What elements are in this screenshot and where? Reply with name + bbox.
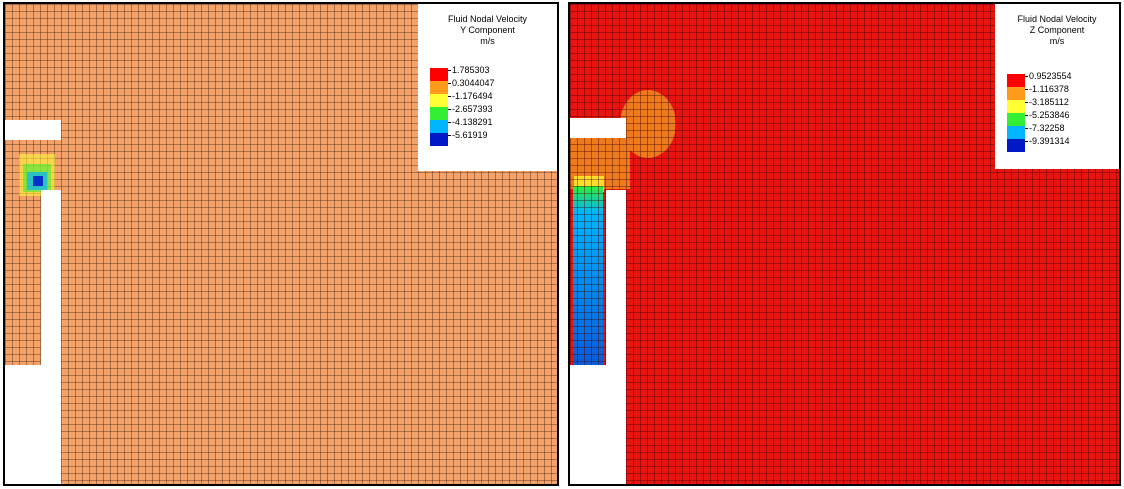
y-legend-value: -2.657393	[448, 103, 495, 116]
y-legend-subtitle: Y Component	[460, 25, 515, 35]
z-colorbar-band-0	[1007, 74, 1025, 87]
y-colorbar-band-5	[430, 133, 448, 146]
y-legend-title: Fluid Nodal Velocity	[447, 14, 528, 24]
z-legend-subtitle: Z Component	[1029, 25, 1085, 35]
z-colorbar-band-4	[1007, 126, 1025, 139]
y-velocity-inlet-wall	[5, 120, 61, 140]
z-velocity-inlet-pipe-wall	[606, 190, 626, 365]
y-velocity-outlet-wall	[5, 365, 61, 484]
y-velocity-hotspot-blue	[33, 176, 43, 186]
z-legend-value: -5.253846	[1025, 109, 1072, 122]
z-velocity-legend: Fluid Nodal Velocity Z Component m/s 0.9…	[995, 4, 1119, 169]
y-legend-value: -5.61919	[448, 129, 495, 142]
y-legend-colorbar	[430, 68, 448, 146]
z-colorbar-band-1	[1007, 87, 1025, 100]
z-legend-value: -3.185112	[1025, 96, 1072, 109]
z-legend-title: Fluid Nodal Velocity	[1017, 14, 1097, 24]
y-velocity-inlet-pipe-wall	[41, 190, 61, 365]
z-colorbar-band-3	[1007, 113, 1025, 126]
y-colorbar-band-0	[430, 68, 448, 81]
z-velocity-outlet-wall	[570, 365, 626, 484]
y-colorbar-band-2	[430, 94, 448, 107]
y-colorbar-band-1	[430, 81, 448, 94]
y-legend-value: -4.138291	[448, 116, 495, 129]
y-colorbar-band-3	[430, 107, 448, 120]
z-legend-tick-labels: 0.9523554 -1.116378 -3.185112 -5.253846 …	[1025, 70, 1072, 148]
y-legend-tick-labels: 1.785303 0.3044047 -1.176494 -2.657393 -…	[448, 64, 495, 142]
z-legend-value: -7.32258	[1025, 122, 1072, 135]
y-legend-value: 1.785303	[448, 64, 495, 77]
y-legend-unit: m/s	[480, 36, 495, 46]
z-velocity-panel: Fluid Nodal Velocity Z Component m/s 0.9…	[568, 2, 1121, 486]
y-velocity-legend: Fluid Nodal Velocity Y Component m/s 1.7…	[418, 4, 557, 171]
z-legend-value: -1.116378	[1025, 83, 1072, 96]
z-legend-colorbar	[1007, 74, 1025, 152]
z-colorbar-band-5	[1007, 139, 1025, 152]
y-velocity-panel: Fluid Nodal Velocity Y Component m/s 1.7…	[3, 2, 559, 486]
z-legend-unit: m/s	[1049, 36, 1065, 46]
z-legend-value: 0.9523554	[1025, 70, 1072, 83]
y-colorbar-band-4	[430, 120, 448, 133]
y-legend-value: 0.3044047	[448, 77, 495, 90]
z-colorbar-band-2	[1007, 100, 1025, 113]
y-legend-value: -1.176494	[448, 90, 495, 103]
z-velocity-inlet-wall	[570, 118, 626, 138]
z-legend-value: -9.391314	[1025, 135, 1072, 148]
